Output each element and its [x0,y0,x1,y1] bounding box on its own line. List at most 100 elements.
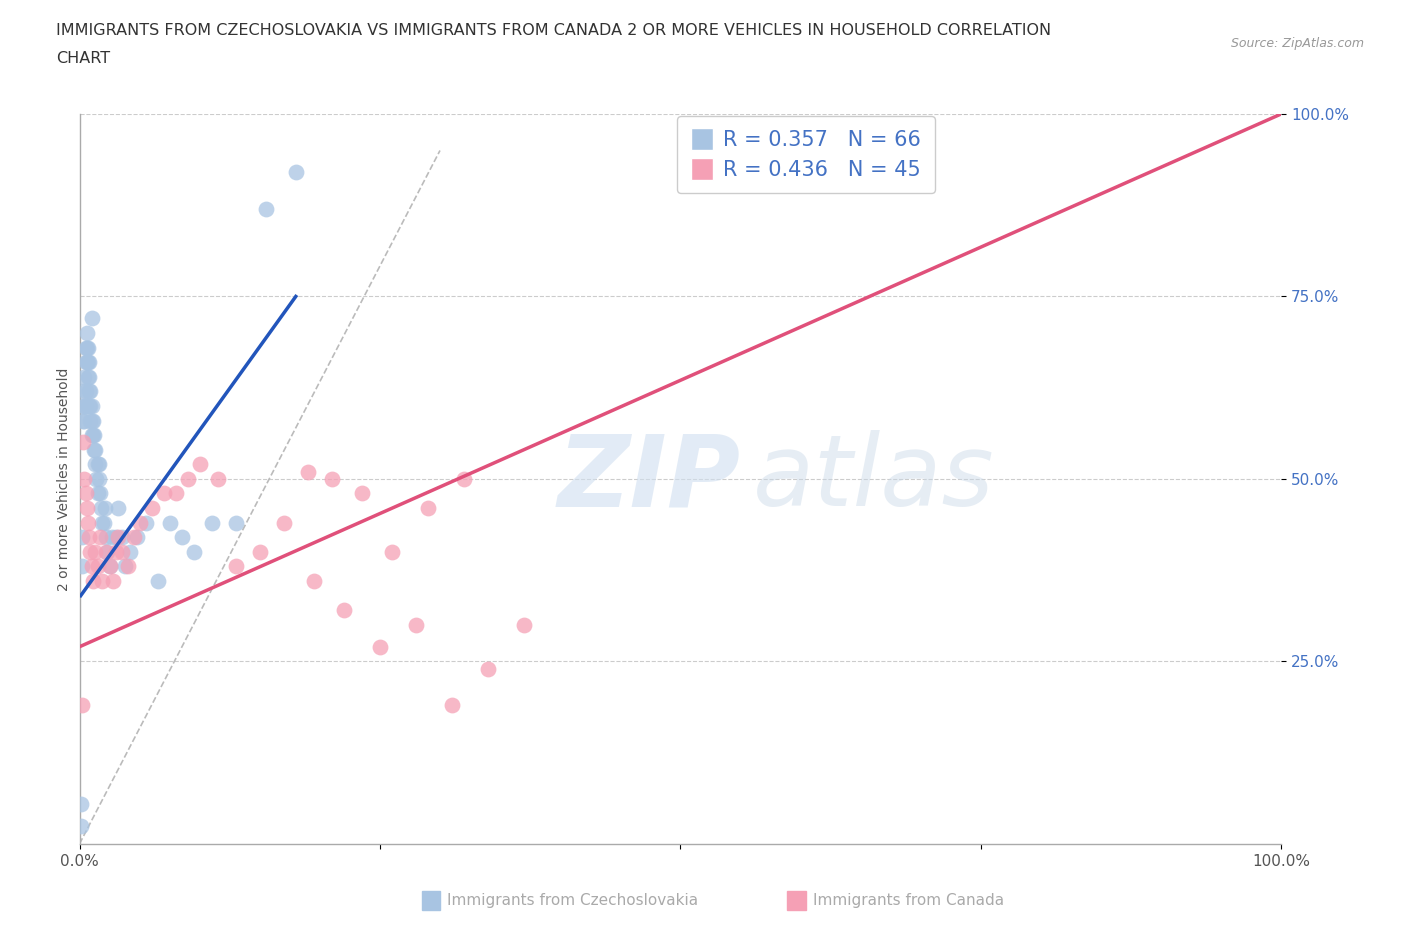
Point [127,530,149,545]
Point [73,472,96,486]
Point [513,618,536,632]
Point [118,544,141,559]
Point [93,500,115,515]
Point [104,530,127,545]
Point [80,559,103,574]
Text: IMMIGRANTS FROM CZECHOSLOVAKIA VS IMMIGRANTS FROM CANADA 2 OR MORE VEHICLES IN H: IMMIGRANTS FROM CZECHOSLOVAKIA VS IMMIGR… [56,23,1052,38]
Point [75,486,97,501]
Point [98,559,121,574]
Point [152,486,174,501]
Point [96,544,118,559]
Point [86,486,108,501]
Point [80,398,103,413]
Point [79,544,101,559]
Point [82,574,104,589]
Point [381,544,404,559]
Point [72,398,94,413]
Point [107,500,129,515]
Point [101,574,124,589]
Y-axis label: 2 or more Vehicles in Household: 2 or more Vehicles in Household [58,367,72,591]
Point [91,574,114,589]
Point [70,530,93,545]
Point [76,354,98,369]
Point [93,515,115,530]
Point [72,435,94,450]
Point [84,457,107,472]
Point [101,530,124,545]
Point [80,311,103,325]
Text: ZIP: ZIP [557,431,741,527]
Point [225,559,247,574]
Point [86,559,108,574]
Point [77,340,100,355]
Text: atlas: atlas [752,431,994,527]
Point [302,574,325,589]
Point [87,472,110,486]
Point [77,398,100,413]
Point [77,369,100,384]
Point [350,486,373,501]
Point [82,413,104,428]
Text: Immigrants from Czechoslovakia: Immigrants from Czechoslovakia [447,893,699,908]
Point [141,500,163,515]
Point [188,457,211,472]
Point [76,500,98,515]
Point [254,202,277,217]
Point [76,340,98,355]
Point [146,574,169,589]
Point [75,354,97,369]
Point [170,530,193,545]
Point [128,515,150,530]
Text: Immigrants from Canada: Immigrants from Canada [813,893,1004,908]
Point [368,639,391,654]
Point [201,515,224,530]
Point [273,515,295,530]
Point [75,340,97,355]
Point [477,661,499,676]
Point [135,515,157,530]
Point [79,384,101,399]
Point [90,500,112,515]
Point [84,544,107,559]
Point [73,413,96,428]
Point [183,544,205,559]
Point [80,428,103,443]
Point [69,796,91,811]
Point [207,472,229,486]
Point [104,544,127,559]
Point [176,472,198,486]
Point [440,698,463,712]
Point [77,354,100,369]
Point [416,500,439,515]
Point [89,486,111,501]
Point [76,326,98,340]
Point [72,413,94,428]
Point [333,603,356,618]
Point [77,530,100,545]
Point [87,457,110,472]
Point [75,398,97,413]
Point [110,530,132,545]
Point [72,384,94,399]
Point [79,398,101,413]
Point [84,443,107,458]
Point [94,544,117,559]
Legend: R = 0.357   N = 66, R = 0.436   N = 45: R = 0.357 N = 66, R = 0.436 N = 45 [676,116,935,193]
Point [91,515,114,530]
Point [94,530,117,545]
Point [110,544,132,559]
Point [107,530,129,545]
Point [77,354,100,369]
Point [159,515,181,530]
Point [73,369,96,384]
Point [165,486,187,501]
Point [77,515,100,530]
Point [80,413,103,428]
Point [83,428,105,443]
Point [297,464,319,479]
Point [321,472,343,486]
Point [69,818,91,833]
Point [77,384,100,399]
Point [249,544,271,559]
Point [98,559,121,574]
